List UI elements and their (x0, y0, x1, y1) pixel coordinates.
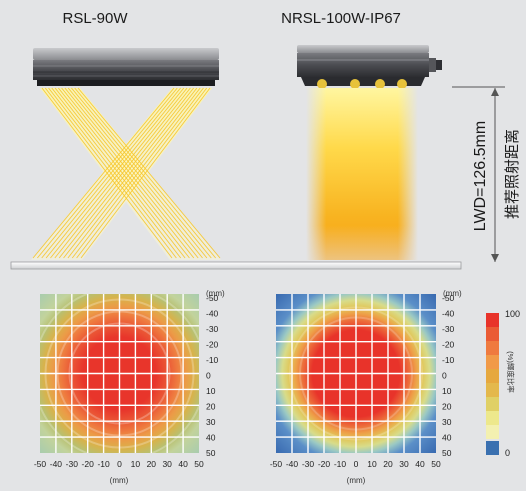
y-tick-label: 50 (206, 448, 216, 458)
legend-swatch (486, 425, 499, 439)
beam-ray (58, 87, 194, 259)
work-surface-plate (10, 261, 462, 270)
beam-ray (80, 87, 211, 259)
product-label-rsl-90w: RSL-90W (62, 10, 128, 27)
beam-ray (32, 87, 175, 259)
x-tick-label: -40 (50, 459, 63, 469)
x-tick-label: 0 (354, 459, 359, 469)
beam-ray (50, 87, 188, 259)
rsl-90w-intensity-map (40, 294, 199, 453)
beam-ray (67, 87, 201, 259)
y-tick-label: 0 (206, 371, 211, 381)
x-tick-label: 10 (367, 459, 377, 469)
legend-min-label: 0 (505, 448, 510, 458)
right-map-unit-top: (mm) (443, 289, 462, 298)
y-tick-label: -30 (442, 324, 455, 334)
nrsl-100w-ip67-light-beam (306, 88, 418, 260)
legend-swatch (486, 411, 499, 425)
x-tick-label: -50 (34, 459, 47, 469)
y-tick-label: -50 (442, 293, 455, 303)
x-tick-label: -10 (97, 459, 110, 469)
y-tick-label: 20 (206, 402, 216, 412)
lwd-value-label: LWD=126.5mm (472, 121, 489, 231)
y-tick-label: 0 (442, 371, 447, 381)
beam-ray (54, 87, 191, 259)
y-tick-label: -40 (206, 309, 219, 319)
x-tick-label: 30 (162, 459, 172, 469)
legend-swatch (486, 441, 499, 455)
x-tick-label: 0 (117, 459, 122, 469)
y-tick-label: -20 (206, 340, 219, 350)
beam-ray (77, 87, 221, 259)
legend-max-label: 100 (505, 309, 520, 319)
y-tick-label: -40 (442, 309, 455, 319)
beam-ray (45, 87, 185, 259)
y-tick-label: -30 (206, 324, 219, 334)
lwd-dimension-marker: LWD=126.5mm 推荐照射距离 (452, 86, 521, 262)
legend-swatch (486, 341, 499, 355)
x-tick-label: -40 (286, 459, 299, 469)
legend-ratio-label: (%)輝度比率 (506, 351, 516, 393)
x-tick-label: -50 (270, 459, 283, 469)
x-tick-label: 40 (415, 459, 425, 469)
y-tick-label: -20 (442, 340, 455, 350)
y-tick-label: 10 (206, 386, 216, 396)
x-tick-label: -30 (302, 459, 315, 469)
x-tick-label: 40 (178, 459, 188, 469)
x-tick-label: 20 (147, 459, 157, 469)
y-tick-label: 40 (206, 433, 216, 443)
x-tick-label: 10 (131, 459, 141, 469)
rsl-90w-light-beams (31, 87, 221, 260)
legend-swatch (486, 313, 499, 327)
x-tick-label: -10 (334, 459, 347, 469)
x-tick-label: 50 (431, 459, 441, 469)
y-tick-label: 20 (442, 402, 452, 412)
y-tick-label: -10 (206, 355, 219, 365)
y-tick-label: 40 (442, 433, 452, 443)
beam-ray (71, 87, 204, 259)
legend-swatch (486, 355, 499, 369)
x-tick-label: 50 (194, 459, 204, 469)
beam-ray (63, 87, 198, 259)
intensity-legend: 100 0 (%)輝度比率 (486, 309, 520, 458)
x-tick-label: 30 (399, 459, 409, 469)
nrsl-100w-ip67-intensity-map (276, 294, 436, 453)
legend-swatch (486, 383, 499, 397)
x-tick-label: -20 (318, 459, 331, 469)
x-tick-label: -20 (82, 459, 95, 469)
y-tick-label: 10 (442, 386, 452, 396)
y-tick-label: 30 (442, 417, 452, 427)
rsl-90w-light-housing (33, 48, 219, 86)
legend-swatch (486, 327, 499, 341)
product-label-nrsl-100w-ip67: NRSL-100W-IP67 (281, 10, 401, 27)
legend-swatch (486, 397, 499, 411)
recommended-distance-label: 推荐照射距离 (504, 129, 521, 219)
y-tick-label: -50 (206, 293, 219, 303)
left-map-unit-top: (mm) (206, 289, 225, 298)
left-map-unit-bottom: (mm) (110, 476, 129, 485)
x-tick-label: 20 (383, 459, 393, 469)
y-tick-label: 30 (206, 417, 216, 427)
y-tick-label: -10 (442, 355, 455, 365)
y-tick-label: 50 (442, 448, 452, 458)
beam-ray (37, 87, 178, 259)
nrsl-100w-ip67-light-housing (297, 45, 442, 89)
beam-ray (41, 87, 181, 259)
legend-swatch (486, 369, 499, 383)
right-map-unit-bottom: (mm) (347, 476, 366, 485)
beam-ray (76, 87, 208, 259)
x-tick-label: -30 (66, 459, 79, 469)
